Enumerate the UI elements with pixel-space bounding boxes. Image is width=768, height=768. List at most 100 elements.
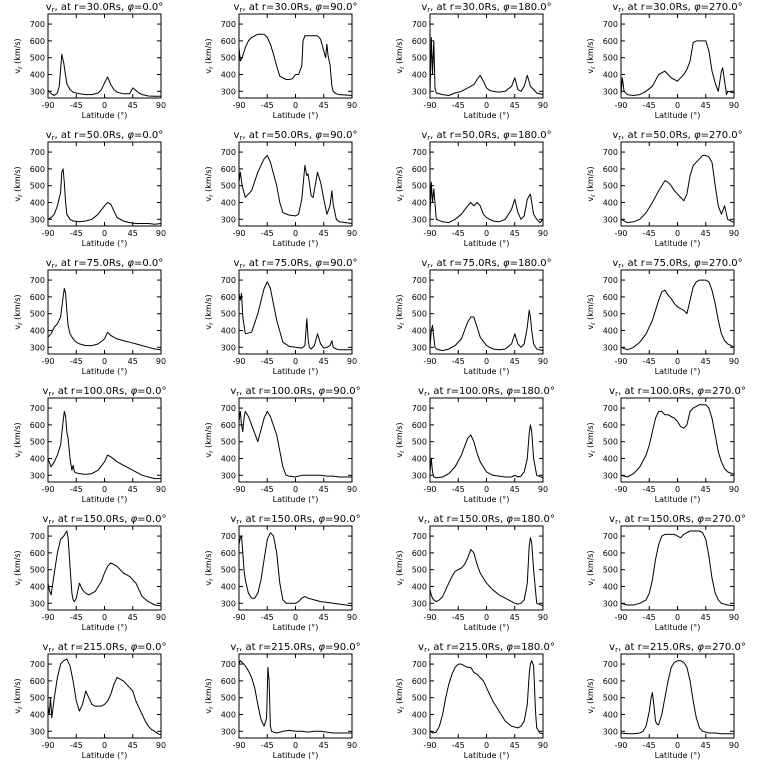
x-tick-label: 0	[102, 229, 107, 238]
plot-frame	[47, 269, 162, 355]
x-tick-label: 0	[102, 741, 107, 750]
chart-panel-14: vr, at r=100.0Rs, φ=90.0° -90 -45 0 45 90 300 4…	[204, 386, 361, 504]
y-tick-label: 500	[221, 310, 236, 319]
series-line	[238, 660, 352, 734]
x-tick-label: 0	[293, 357, 298, 366]
x-axis-label: Latitude (°)	[655, 495, 701, 504]
x-tick-label: -90	[423, 741, 436, 750]
x-tick-label: -90	[232, 613, 245, 622]
x-tick-label: 90	[347, 741, 357, 750]
chart-title: vr, at r=50.0Rs, φ=270.0°	[612, 130, 742, 142]
x-tick-label: 0	[293, 741, 298, 750]
y-tick-label: 700	[412, 20, 427, 29]
chart-panel-15: vr, at r=100.0Rs, φ=180.0° -90 -45 0 45 90 300…	[395, 386, 555, 504]
y-axis-label: vr (km/s)	[13, 550, 24, 585]
series-line	[429, 537, 544, 607]
x-axis-label: Latitude (°)	[82, 111, 128, 120]
x-tick-label: -90	[232, 485, 245, 494]
plot-frame	[238, 397, 353, 483]
x-tick-label: -90	[41, 485, 54, 494]
chart-panel-1: vr, at r=30.0Rs, φ=0.0° -90 -45 0 45 90 300 400…	[13, 2, 166, 120]
x-tick-label: -90	[232, 229, 245, 238]
y-tick-label: 600	[603, 549, 618, 558]
y-axis-label: vr (km/s)	[13, 166, 24, 201]
series-line	[47, 658, 162, 736]
y-tick-label: 500	[603, 438, 618, 447]
x-tick-label: 45	[701, 741, 711, 750]
x-tick-label: 90	[538, 613, 548, 622]
y-tick-label: 400	[603, 70, 618, 79]
x-tick-label: -90	[614, 741, 627, 750]
y-tick-label: 500	[30, 438, 45, 447]
x-tick-label: 45	[319, 613, 329, 622]
x-tick-label: -45	[70, 485, 83, 494]
y-tick-label: 500	[30, 694, 45, 703]
y-tick-label: 600	[412, 165, 427, 174]
x-tick-label: -45	[643, 613, 656, 622]
x-tick-label: 90	[729, 485, 739, 494]
plot-frame	[620, 141, 735, 227]
y-tick-label: 700	[30, 148, 45, 157]
y-tick-label: 500	[603, 182, 618, 191]
chart-title: vr, at r=100.0Rs, φ=90.0°	[230, 386, 360, 398]
y-tick-label: 600	[30, 421, 45, 430]
y-axis-label: vr (km/s)	[586, 166, 597, 201]
x-tick-label: 0	[484, 357, 489, 366]
x-tick-label: -90	[41, 741, 54, 750]
x-tick-label: -45	[643, 741, 656, 750]
x-tick-label: -90	[614, 613, 627, 622]
chart-title: vr, at r=75.0Rs, φ=180.0°	[421, 258, 551, 270]
x-tick-label: 45	[701, 357, 711, 366]
chart-title: vr, at r=75.0Rs, φ=0.0°	[46, 258, 164, 270]
y-tick-label: 500	[412, 566, 427, 575]
chart-panel-17: vr, at r=150.0Rs, φ=0.0° -90 -45 0 45 90 300 40…	[13, 514, 166, 632]
y-tick-label: 400	[30, 454, 45, 463]
x-axis-label: Latitude (°)	[82, 751, 128, 760]
x-axis-label: Latitude (°)	[464, 239, 510, 248]
chart-panel-23: vr, at r=215.0Rs, φ=180.0° -90 -45 0 45 90 300…	[395, 642, 555, 760]
x-tick-label: -90	[423, 101, 436, 110]
x-tick-label: 45	[128, 741, 138, 750]
y-tick-label: 600	[412, 549, 427, 558]
plot-frame	[238, 525, 353, 611]
y-tick-label: 700	[603, 148, 618, 157]
y-axis-label: vr (km/s)	[395, 166, 406, 201]
x-axis-label: Latitude (°)	[655, 623, 701, 632]
x-tick-label: 45	[128, 357, 138, 366]
series-line	[429, 181, 544, 224]
y-axis-label: vr (km/s)	[204, 422, 215, 457]
x-tick-label: -45	[452, 485, 465, 494]
y-axis-label: vr (km/s)	[586, 422, 597, 457]
y-tick-label: 300	[412, 215, 427, 224]
plot-frame	[429, 525, 544, 611]
plot-frame	[47, 13, 162, 99]
chart-title: vr, at r=30.0Rs, φ=180.0°	[421, 2, 551, 14]
y-tick-label: 700	[30, 532, 45, 541]
y-axis-label: vr (km/s)	[204, 294, 215, 329]
plot-frame	[47, 525, 162, 611]
chart-title: vr, at r=215.0Rs, φ=180.0°	[418, 642, 555, 654]
x-tick-label: -45	[643, 485, 656, 494]
y-tick-label: 500	[603, 310, 618, 319]
x-tick-label: 0	[293, 101, 298, 110]
x-tick-label: -45	[70, 613, 83, 622]
y-tick-label: 600	[221, 677, 236, 686]
chart-title: vr, at r=150.0Rs, φ=90.0°	[230, 514, 360, 526]
y-tick-label: 500	[221, 694, 236, 703]
y-axis-label: vr (km/s)	[395, 422, 406, 457]
x-tick-label: -45	[643, 357, 656, 366]
chart-panel-16: vr, at r=100.0Rs, φ=270.0° -90 -45 0 45 90 300…	[586, 386, 746, 504]
series-line	[47, 410, 161, 480]
x-tick-label: -90	[423, 229, 436, 238]
y-tick-label: 300	[30, 599, 45, 608]
y-tick-label: 500	[412, 182, 427, 191]
y-tick-label: 700	[221, 148, 236, 157]
y-tick-label: 600	[221, 165, 236, 174]
y-tick-label: 700	[221, 276, 236, 285]
x-tick-label: 45	[128, 229, 138, 238]
y-tick-label: 300	[30, 727, 45, 736]
x-tick-label: -45	[261, 485, 274, 494]
y-tick-label: 300	[30, 343, 45, 352]
y-tick-label: 400	[412, 70, 427, 79]
y-tick-label: 500	[30, 310, 45, 319]
